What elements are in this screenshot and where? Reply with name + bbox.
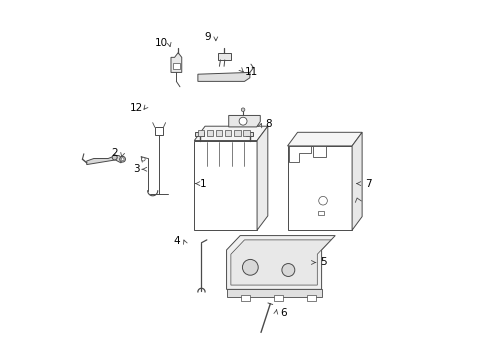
Bar [287,146,351,230]
Polygon shape [228,116,260,127]
Bar [194,140,257,230]
Text: 7: 7 [364,179,371,189]
Bar [155,127,163,135]
Text: 4: 4 [173,236,179,246]
Circle shape [239,117,246,125]
Circle shape [112,155,117,160]
Circle shape [281,264,294,276]
Circle shape [120,156,125,162]
Bar [224,130,231,135]
Bar [317,211,324,215]
Polygon shape [86,156,124,165]
Text: 8: 8 [265,120,272,129]
Polygon shape [287,132,362,146]
Text: 12: 12 [130,103,143,113]
Polygon shape [230,240,330,285]
Bar [197,130,203,135]
Bar [307,296,316,301]
Bar [240,296,249,301]
Polygon shape [171,53,182,72]
Text: 5: 5 [320,257,326,267]
Text: 1: 1 [200,179,206,189]
Text: 6: 6 [280,308,286,318]
Text: 3: 3 [133,164,140,174]
Bar [217,53,231,60]
Text: 11: 11 [244,67,257,77]
Text: 9: 9 [204,32,211,41]
Text: 10: 10 [154,38,167,48]
Polygon shape [198,72,249,81]
Circle shape [121,158,124,161]
Text: 2: 2 [111,148,118,158]
Bar [226,289,321,297]
Polygon shape [257,126,267,230]
Bar [206,130,213,135]
Bar [234,130,240,135]
Bar [312,146,325,157]
Bar [246,132,253,136]
Circle shape [242,260,258,275]
Polygon shape [351,132,362,230]
Bar [195,132,203,136]
Bar [243,130,249,135]
Polygon shape [194,126,267,140]
Bar [274,296,283,301]
Polygon shape [289,146,310,162]
Bar [172,63,180,69]
Polygon shape [226,235,335,289]
Circle shape [318,197,326,205]
Circle shape [241,108,244,112]
Bar [215,130,222,135]
Circle shape [142,157,145,161]
